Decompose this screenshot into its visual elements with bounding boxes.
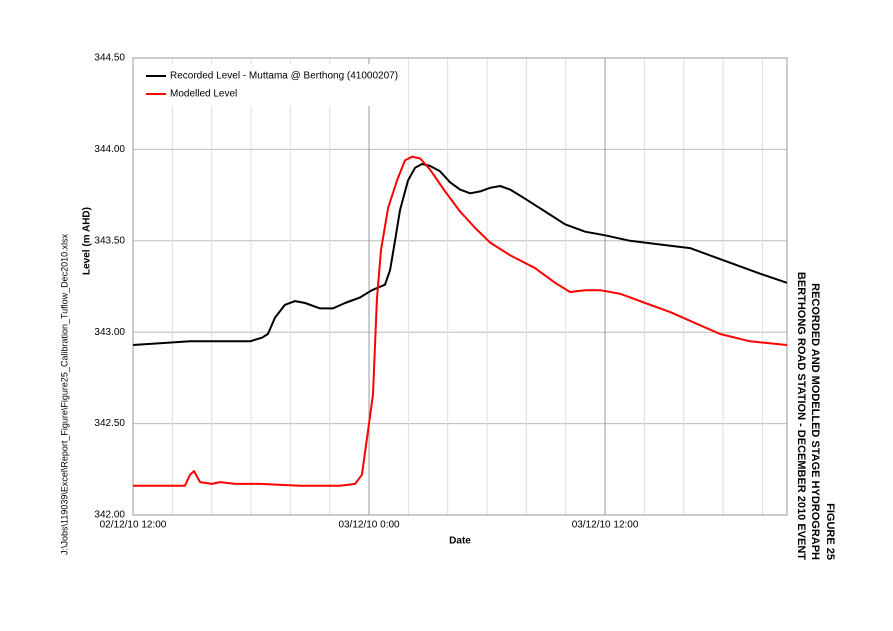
marks [132, 155, 788, 487]
y-tick-label: 342.50 [94, 418, 125, 429]
x-tick-label: 02/12/10 12:00 [100, 520, 167, 531]
y-tick-label: 342.00 [94, 510, 125, 521]
chart-title: FIGURE 25 [824, 503, 836, 560]
y-axis-label: Level (m AHD) [82, 207, 93, 275]
plot-frame [132, 57, 788, 516]
file-path: J:\Jobs\119039\Excel\Report_Figure\Figur… [59, 233, 69, 555]
y-tick-label: 344.00 [94, 144, 125, 155]
legend-label: Recorded Level - Muttama @ Berthong (410… [170, 71, 398, 82]
series-line [132, 163, 788, 346]
chart-subtitle: RECORDED AND MODELLED STAGE HYDROGRAPH [809, 283, 821, 560]
x-axis-label: Date [449, 536, 471, 547]
series-line [133, 155, 788, 487]
y-tick-label: 343.50 [94, 235, 125, 246]
x-tick-label: 03/12/10 12:00 [572, 520, 639, 531]
legend [139, 64, 381, 106]
legend-label: Modelled Level [170, 89, 237, 100]
y-tick-label: 344.50 [94, 53, 125, 64]
y-tick-label: 343.00 [94, 327, 125, 338]
chart-subtitle: BERTHONG ROAD STATION - DECEMBER 2010 EV… [795, 272, 807, 560]
x-tick-label: 03/12/10 0:00 [338, 520, 400, 531]
